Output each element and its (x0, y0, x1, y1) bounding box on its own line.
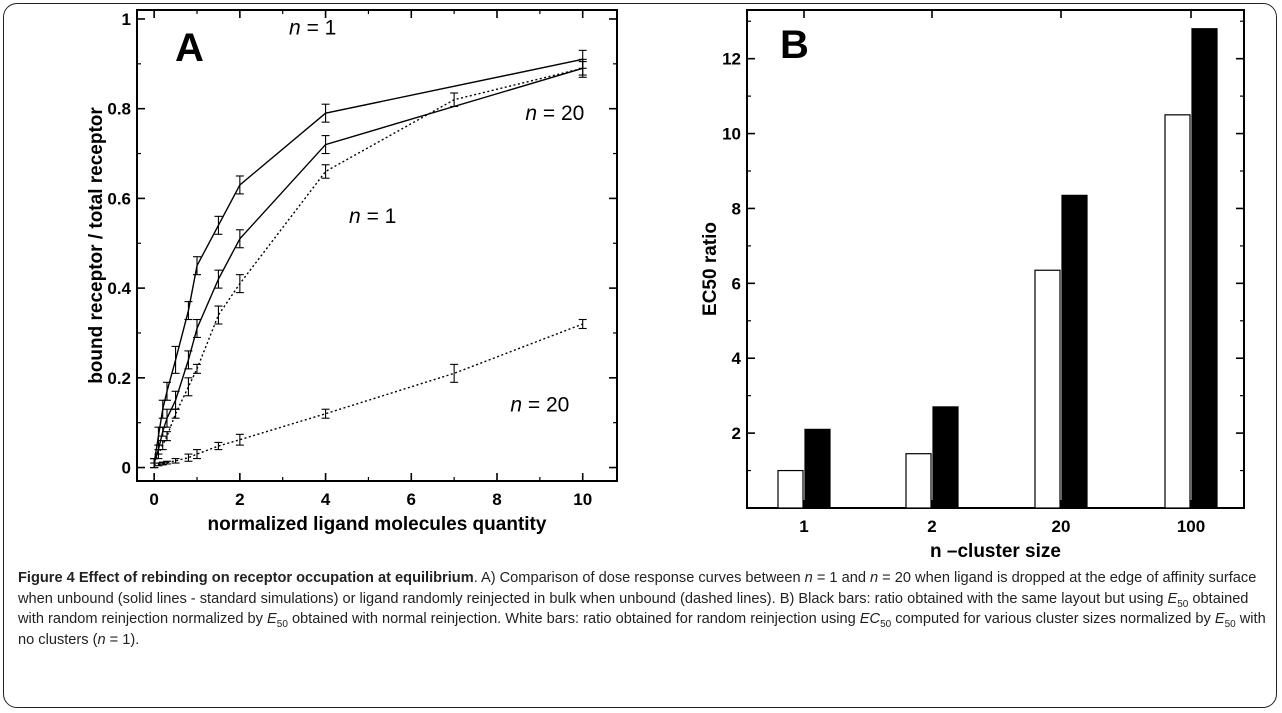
y-tick-label-a: 0 (122, 459, 131, 478)
bar-white (905, 453, 932, 509)
bar-black (804, 428, 831, 509)
y-tick-label-b: 6 (732, 274, 741, 293)
caption-segment: n (97, 631, 106, 648)
y-tick-label-a: 0.4 (107, 279, 131, 298)
x-tick-label-b: 20 (1052, 517, 1071, 536)
x-tick-label-a: 2 (235, 490, 244, 509)
bar-white (1164, 114, 1191, 509)
x-tick-label-a: 8 (492, 490, 501, 509)
caption-segment: 50 (276, 618, 288, 630)
y-tick-label-a: 0.6 (107, 189, 131, 208)
bar-white (777, 469, 804, 509)
caption-segment: = 20 when ligand is dropped at the edge … (18, 570, 1257, 607)
caption-segment: 50 (1224, 618, 1236, 630)
curve-annotation: n = 20 (525, 102, 584, 125)
y-tick-label-b: 4 (732, 349, 742, 368)
x-tick-label-b: 100 (1177, 517, 1205, 536)
caption-segment: = 1 and (812, 570, 870, 586)
bar-white (1034, 269, 1061, 509)
y-tick-label-b: 10 (722, 125, 741, 144)
y-axis-label-a: bound receptor / total receptor (86, 107, 107, 384)
y-tick-label-b: 2 (732, 424, 741, 443)
x-axis-label-a: normalized ligand molecules quantity (208, 514, 547, 535)
bar-black (1191, 28, 1218, 509)
caption-segment: E (1214, 611, 1225, 627)
panel-a: 0 2 4 6 8 10 0 0.2 0.4 0.6 0.8 1 normalized ligand m… (86, 9, 618, 535)
x-tick-label-b: 2 (927, 517, 936, 536)
caption-segment: 50 (1177, 598, 1189, 610)
x-tick-label-a: 6 (407, 490, 416, 509)
y-axis-label-b: EC50 ratio (700, 222, 721, 316)
figure-frame (3, 3, 1277, 708)
caption-title: Figure 4 Effect of rebinding on receptor… (18, 570, 474, 586)
caption-segment: . A) Comparison of dose response curves … (473, 570, 805, 586)
x-axis-label-b: n –cluster size (930, 541, 1061, 562)
panel-label-b: B (780, 23, 809, 67)
caption-segment: 50 (880, 618, 892, 630)
y-tick-label-b: 8 (732, 199, 741, 218)
plot-frame-b (746, 9, 1245, 509)
caption-segment: E (1167, 590, 1178, 607)
bar-black (1061, 194, 1088, 509)
caption-segment: n (870, 570, 879, 586)
caption-segment: with no clusters ( (18, 611, 1266, 648)
y-tick-label-a: 0.2 (107, 369, 131, 388)
series-line-3 (153, 67, 583, 464)
figure-caption: Figure 4 Effect of rebinding on receptor… (18, 568, 1268, 650)
x-tick-label-a: 4 (321, 490, 331, 509)
panel-label-a: A (175, 26, 204, 70)
curve-annotation: n = 1 (349, 205, 396, 228)
y-tick-label-a: 1 (122, 10, 131, 29)
caption-segment: computed for various cluster sizes norma… (891, 611, 1215, 627)
curve-annotation: n = 20 (510, 393, 569, 416)
caption-segment: = 1). (105, 631, 140, 648)
bar-black (932, 406, 959, 509)
curve-annotation: n = 1 (289, 17, 336, 40)
y-tick-label-b: 12 (722, 50, 741, 69)
x-tick-label-a: 10 (573, 490, 592, 509)
caption-segment: obtained with random reinjection normali… (18, 590, 1249, 628)
caption-segment: obtained with normal reinjection. White … (287, 611, 860, 627)
x-tick-label-a: 0 (149, 490, 158, 509)
caption-body: . A) Comparison of dose response curves … (18, 570, 1266, 648)
plot-frame-a (136, 9, 618, 482)
caption-segment: E (267, 611, 277, 627)
caption-segment: EC (859, 611, 881, 627)
x-tick-label-b: 1 (799, 517, 808, 536)
y-tick-label-a: 0.8 (107, 100, 131, 119)
caption-segment: n (804, 570, 813, 586)
